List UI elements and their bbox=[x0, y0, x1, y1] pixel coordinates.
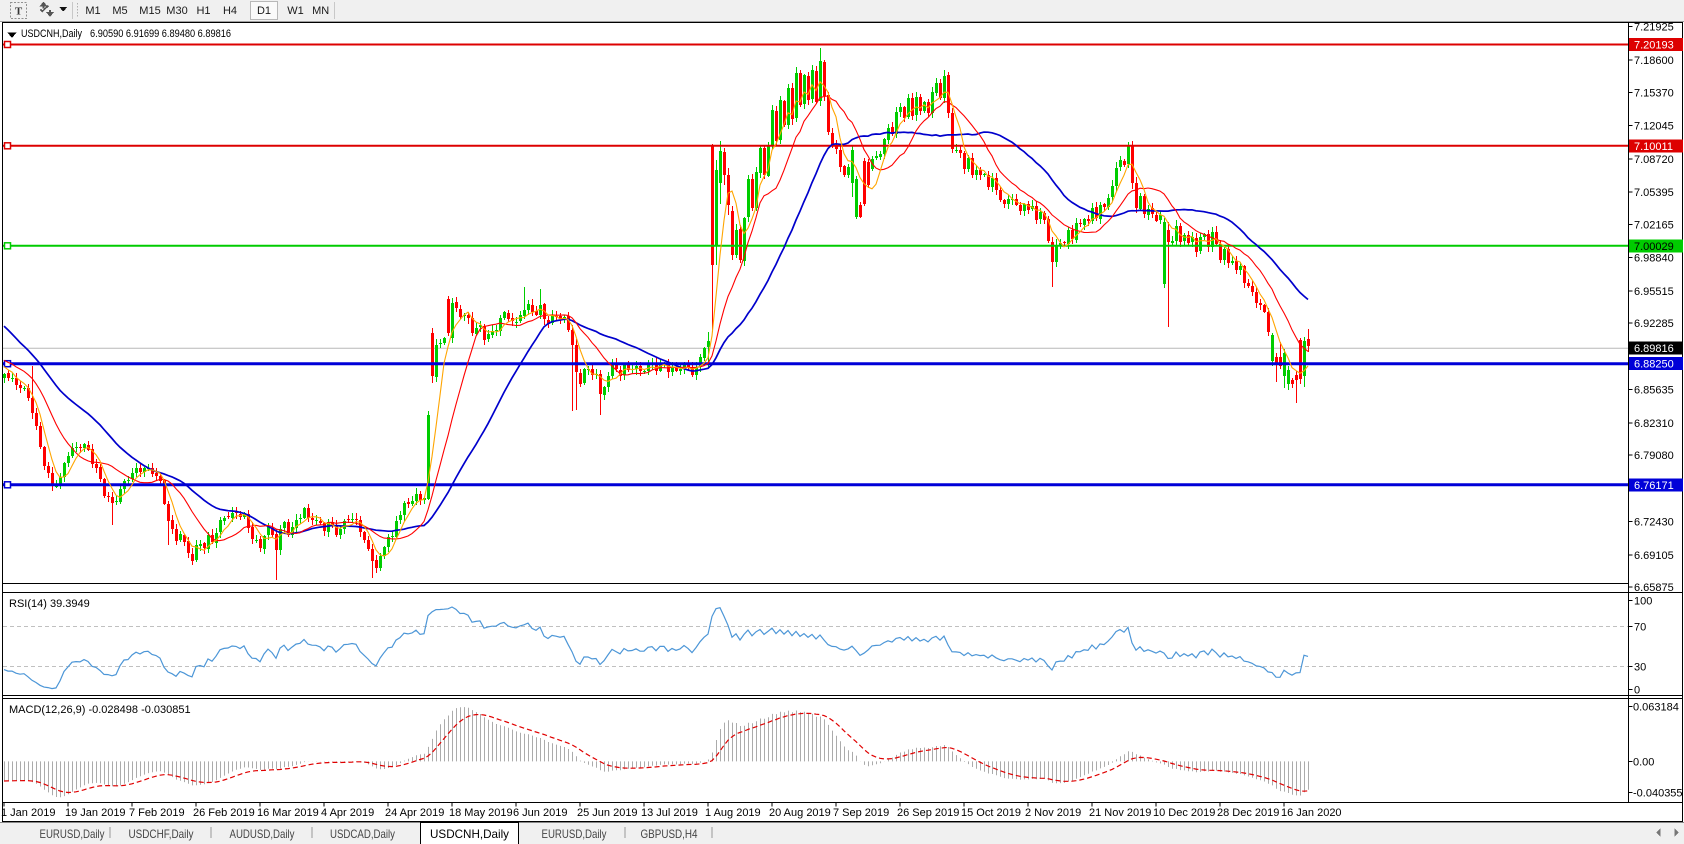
svg-text:RSI(14) 39.3949: RSI(14) 39.3949 bbox=[9, 598, 90, 610]
svg-text:0.00: 0.00 bbox=[1633, 756, 1654, 768]
svg-text:6 Jun 2019: 6 Jun 2019 bbox=[513, 807, 567, 819]
svg-text:7.05395: 7.05395 bbox=[1634, 187, 1674, 199]
svg-text:4 Apr 2019: 4 Apr 2019 bbox=[321, 807, 374, 819]
svg-text:EURUSD,Daily: EURUSD,Daily bbox=[542, 827, 607, 841]
svg-text:6.89816: 6.89816 bbox=[1634, 343, 1674, 355]
svg-text:10 Dec 2019: 10 Dec 2019 bbox=[1153, 807, 1215, 819]
svg-text:28 Dec 2019: 28 Dec 2019 bbox=[1217, 807, 1279, 819]
svg-text:T: T bbox=[15, 6, 23, 18]
svg-text:6.92285: 6.92285 bbox=[1634, 318, 1674, 330]
svg-text:0: 0 bbox=[1634, 685, 1640, 697]
svg-text:7.02165: 7.02165 bbox=[1634, 219, 1674, 231]
svg-text:24 Apr 2019: 24 Apr 2019 bbox=[385, 807, 444, 819]
svg-text:20 Aug 2019: 20 Aug 2019 bbox=[769, 807, 831, 819]
svg-text:0.063184: 0.063184 bbox=[1633, 702, 1679, 714]
svg-text:6.79080: 6.79080 bbox=[1634, 450, 1674, 462]
svg-text:D1: D1 bbox=[257, 5, 271, 17]
svg-text:6.65875: 6.65875 bbox=[1634, 582, 1674, 594]
svg-text:6.76171: 6.76171 bbox=[1634, 480, 1674, 492]
svg-text:6.98840: 6.98840 bbox=[1634, 253, 1674, 265]
svg-text:-0.040355: -0.040355 bbox=[1633, 788, 1683, 800]
svg-text:1 Aug 2019: 1 Aug 2019 bbox=[705, 807, 761, 819]
svg-text:USDCNH,Daily: USDCNH,Daily bbox=[430, 827, 509, 841]
svg-text:M5: M5 bbox=[112, 5, 127, 17]
svg-text:M15: M15 bbox=[139, 5, 160, 17]
svg-text:M30: M30 bbox=[166, 5, 187, 17]
svg-text:7.12045: 7.12045 bbox=[1634, 121, 1674, 133]
svg-text:15 Oct 2019: 15 Oct 2019 bbox=[961, 807, 1021, 819]
svg-text:MACD(12,26,9) -0.028498 -0.030: MACD(12,26,9) -0.028498 -0.030851 bbox=[9, 704, 191, 716]
svg-text:7.18600: 7.18600 bbox=[1634, 55, 1674, 67]
svg-text:6.82310: 6.82310 bbox=[1634, 418, 1674, 430]
svg-text:AUDUSD,Daily: AUDUSD,Daily bbox=[230, 827, 295, 841]
svg-text:21 Nov 2019: 21 Nov 2019 bbox=[1089, 807, 1151, 819]
svg-text:H4: H4 bbox=[223, 5, 237, 17]
svg-text:USDCAD,Daily: USDCAD,Daily bbox=[330, 827, 395, 841]
svg-text:26 Feb 2019: 26 Feb 2019 bbox=[193, 807, 255, 819]
svg-text:7.10011: 7.10011 bbox=[1634, 141, 1673, 153]
svg-text:M1: M1 bbox=[85, 5, 100, 17]
svg-text:W1: W1 bbox=[287, 5, 304, 17]
svg-text:30: 30 bbox=[1634, 662, 1646, 674]
svg-text:16 Jan 2020: 16 Jan 2020 bbox=[1281, 807, 1342, 819]
svg-text:MN: MN bbox=[312, 5, 329, 17]
svg-text:H1: H1 bbox=[196, 5, 210, 17]
svg-text:7.08720: 7.08720 bbox=[1634, 154, 1674, 166]
svg-text:7.00029: 7.00029 bbox=[1634, 241, 1674, 253]
svg-text:18 May 2019: 18 May 2019 bbox=[449, 807, 513, 819]
svg-text:13 Jul 2019: 13 Jul 2019 bbox=[641, 807, 698, 819]
svg-text:100: 100 bbox=[1634, 595, 1652, 607]
svg-text:7.20193: 7.20193 bbox=[1634, 40, 1674, 52]
svg-text:6.85635: 6.85635 bbox=[1634, 385, 1674, 397]
svg-text:7 Feb 2019: 7 Feb 2019 bbox=[129, 807, 185, 819]
svg-text:6.90590 6.91699 6.89480 6.8981: 6.90590 6.91699 6.89480 6.89816 bbox=[90, 28, 231, 40]
svg-text:26 Sep 2019: 26 Sep 2019 bbox=[897, 807, 959, 819]
svg-text:1 Jan 2019: 1 Jan 2019 bbox=[1, 807, 55, 819]
svg-text:6.95515: 6.95515 bbox=[1634, 286, 1674, 298]
svg-text:25 Jun 2019: 25 Jun 2019 bbox=[577, 807, 638, 819]
svg-text:6.72430: 6.72430 bbox=[1634, 517, 1674, 529]
svg-text:GBPUSD,H4: GBPUSD,H4 bbox=[641, 827, 698, 841]
svg-text:16 Mar 2019: 16 Mar 2019 bbox=[257, 807, 319, 819]
svg-text:19 Jan 2019: 19 Jan 2019 bbox=[65, 807, 126, 819]
svg-text:2 Nov 2019: 2 Nov 2019 bbox=[1025, 807, 1081, 819]
svg-text:70: 70 bbox=[1634, 622, 1646, 634]
svg-text:USDCNH,Daily: USDCNH,Daily bbox=[21, 28, 82, 40]
svg-text:6.88250: 6.88250 bbox=[1634, 359, 1674, 371]
svg-text:EURUSD,Daily: EURUSD,Daily bbox=[40, 827, 105, 841]
svg-text:USDCHF,Daily: USDCHF,Daily bbox=[129, 827, 194, 841]
svg-text:6.69105: 6.69105 bbox=[1634, 550, 1674, 562]
svg-text:7.21925: 7.21925 bbox=[1634, 22, 1674, 34]
svg-text:7 Sep 2019: 7 Sep 2019 bbox=[833, 807, 889, 819]
svg-text:7.15370: 7.15370 bbox=[1634, 87, 1674, 99]
